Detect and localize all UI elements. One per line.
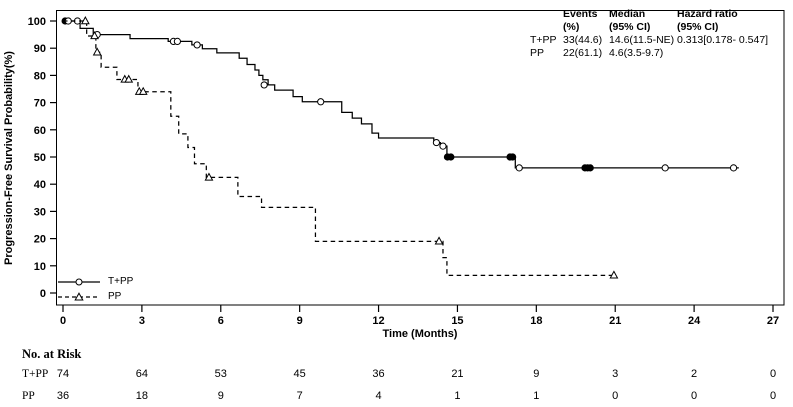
- x-tick-label: 3: [139, 315, 145, 327]
- risk-count: 2: [691, 368, 698, 380]
- risk-count: 7: [296, 390, 303, 402]
- censor-triangle-mark: [124, 74, 134, 83]
- legend: T+PP PP: [57, 274, 133, 304]
- y-tick-label: 50: [34, 152, 46, 164]
- censor-circle-mark: [193, 41, 201, 49]
- risk-table-title: No. at Risk: [22, 347, 82, 361]
- risk-row-label-tpp: T+PP: [22, 368, 49, 380]
- stats-corner: [530, 21, 563, 34]
- risk-count: 0: [769, 368, 777, 380]
- censor-circle-mark: [260, 81, 268, 89]
- legend-tpp-label: T+PP: [108, 276, 134, 287]
- censor-circle-mark: [515, 164, 523, 172]
- y-tick-label: 80: [34, 70, 46, 82]
- y-axis-title: Progression-Free Survival Probability(%): [3, 51, 15, 265]
- stats-header-median-ci: (95% CI): [609, 21, 651, 33]
- censor-circle-mark: [447, 153, 455, 161]
- risk-count: 1: [454, 390, 461, 402]
- risk-count: 0: [691, 390, 698, 402]
- x-tick-label: 18: [530, 315, 542, 327]
- censor-circle-mark: [509, 153, 517, 161]
- y-tick-label: 40: [34, 179, 46, 191]
- risk-count: 45: [293, 368, 306, 380]
- censor-triangle-mark: [434, 236, 444, 245]
- stats-header-hazard-ratio: Hazard ratio: [677, 8, 738, 20]
- stats-pp-median: 4.6(3.5-9.7): [609, 47, 664, 59]
- legend-item-tpp: T+PP: [57, 274, 133, 289]
- risk-count: 1: [533, 390, 540, 402]
- y-tick-label: 20: [34, 234, 46, 246]
- censor-triangle-mark: [80, 16, 90, 25]
- risk-count: 21: [451, 368, 464, 380]
- stats-row-label-pp: PP: [530, 47, 545, 59]
- y-tick-label: 30: [34, 206, 46, 218]
- plot-border: [56, 10, 785, 306]
- risk-count: 9: [217, 390, 224, 402]
- x-tick-label: 24: [688, 315, 701, 327]
- x-tick-label: 21: [609, 315, 621, 327]
- x-tick-label: 9: [297, 315, 303, 327]
- x-tick-label: 6: [218, 315, 224, 327]
- risk-count: 36: [372, 368, 385, 380]
- censor-triangle-mark: [138, 86, 148, 95]
- censor-circle-mark: [432, 138, 441, 147]
- stats-tpp-events: 33(44.6): [563, 34, 603, 46]
- stats-pp-hazard-ratio: [677, 47, 793, 60]
- risk-count: 9: [533, 368, 540, 380]
- x-tick-label: 27: [767, 315, 779, 327]
- risk-count: 4: [375, 390, 382, 402]
- censor-triangle-mark: [92, 47, 102, 56]
- y-tick-label: 60: [34, 125, 46, 137]
- legend-tpp-line-icon: [58, 278, 100, 285]
- y-tick-label: 70: [34, 98, 46, 110]
- stats-header-hazard-ci: (95% CI): [677, 21, 719, 33]
- stats-table: Events Median Hazard ratio (%) (95% CI) …: [530, 8, 793, 60]
- stats-tpp-median: 14.6(11.5-NE): [609, 34, 675, 46]
- risk-count: 18: [135, 390, 148, 402]
- risk-count: 53: [214, 368, 227, 380]
- censor-circle-mark: [661, 164, 669, 172]
- y-tick-label: 10: [34, 261, 46, 273]
- y-axis-ticks: 0 10 20 30 40 50 60 70 80 90 100: [28, 16, 57, 300]
- censor-triangle-mark: [204, 172, 214, 181]
- stats-header-median: Median: [609, 8, 646, 20]
- risk-row-label-pp: PP: [22, 390, 35, 402]
- x-tick-label: 15: [451, 315, 463, 327]
- y-tick-label: 0: [40, 288, 46, 300]
- censor-circle-mark: [317, 98, 325, 106]
- stats-header-events-pct: (%): [563, 21, 580, 33]
- x-tick-label: 0: [60, 315, 66, 327]
- stats-pp-events: 22(61.1): [563, 47, 603, 59]
- risk-count: 74: [56, 368, 70, 380]
- risk-count: 64: [135, 368, 148, 380]
- stats-row-label-tpp: T+PP: [530, 34, 557, 46]
- stats-corner: [530, 8, 563, 21]
- risk-count: 3: [612, 368, 619, 380]
- risk-count: 0: [769, 390, 777, 402]
- censor-triangle-mark: [609, 270, 619, 279]
- x-tick-label: 12: [372, 315, 384, 327]
- stats-tpp-hazard-ratio: 0.313[0.178- 0.547]: [677, 34, 769, 46]
- tpp-censor-marks: [61, 17, 738, 172]
- legend-pp-line-icon: [58, 291, 100, 300]
- pp-curve: [63, 20, 616, 276]
- x-axis-title: Time (Months): [382, 328, 458, 340]
- risk-count: 36: [56, 390, 70, 402]
- risk-count: 0: [612, 390, 619, 402]
- x-axis-ticks: 0 3 6 9 12 15 18 21 24 27: [60, 305, 779, 327]
- y-tick-label: 100: [28, 16, 46, 28]
- legend-pp-label: PP: [108, 291, 122, 302]
- censor-circle-mark: [729, 164, 738, 172]
- pp-censor-marks: [80, 16, 619, 279]
- censor-circle-mark: [173, 37, 181, 46]
- censor-circle-mark: [439, 142, 447, 150]
- legend-item-pp: PP: [57, 289, 133, 304]
- y-tick-label: 90: [34, 43, 46, 55]
- censor-triangle-mark: [90, 31, 99, 40]
- censor-circle-mark: [586, 164, 594, 172]
- stats-header-events: Events: [563, 8, 598, 20]
